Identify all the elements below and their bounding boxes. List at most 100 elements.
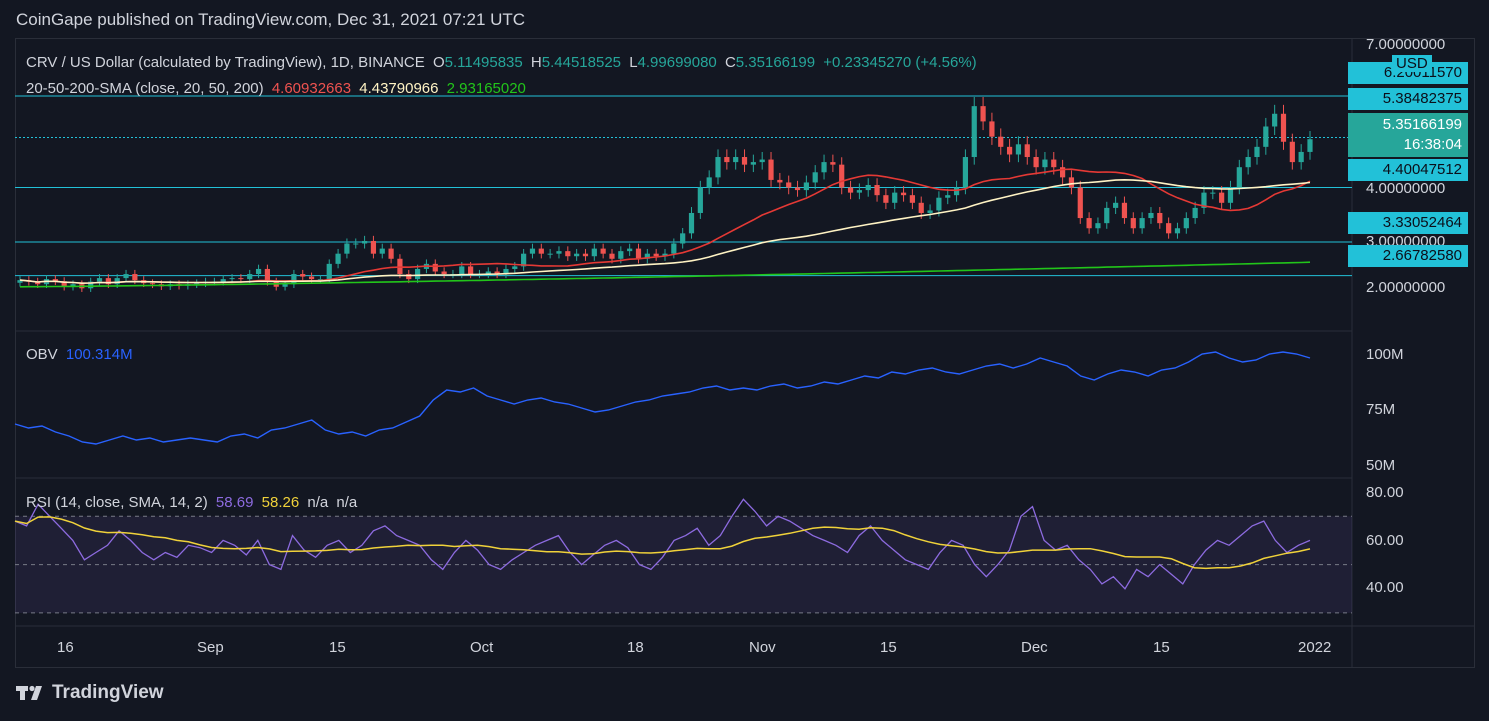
rsi-label: RSI (14, close, SMA, 14, 2) [26, 494, 208, 511]
candle-body [1227, 187, 1234, 203]
candle-body [459, 266, 465, 275]
chart-frame[interactable] [15, 38, 1475, 668]
candle-body [794, 187, 801, 191]
candle-body [1201, 192, 1207, 208]
candle-body [697, 187, 703, 213]
candle-body [591, 248, 597, 257]
level-tag-3: 4.40047512 [1348, 159, 1468, 181]
candle-body [308, 276, 315, 280]
candle-body [1148, 212, 1154, 219]
level-tag-2: 5.38482375 [1348, 88, 1468, 110]
candle-body [370, 240, 377, 254]
candle-body [582, 253, 589, 257]
currency-label[interactable]: USD [1392, 55, 1432, 72]
candle-body [556, 251, 562, 254]
candle-body [88, 281, 94, 289]
candle-body [317, 279, 324, 281]
candle-body [432, 263, 438, 272]
published-header: CoinGape published on TradingView.com, D… [16, 10, 526, 29]
candle-body [1006, 146, 1013, 155]
candle-body [1051, 159, 1057, 168]
time-tick-sep: Sep [197, 639, 224, 656]
candle-body [1121, 202, 1128, 219]
candle-body [1060, 167, 1066, 178]
candle-body [149, 283, 156, 285]
candle-body [998, 136, 1004, 147]
candle-body [335, 253, 341, 264]
time-tick-oct18: 18 [627, 639, 644, 656]
candle-body [653, 253, 659, 257]
candle-body [892, 192, 898, 203]
candle-body [1086, 218, 1092, 229]
candle-body [1307, 139, 1313, 152]
candle-body [70, 284, 76, 287]
candle-body [379, 248, 385, 254]
candle-body [865, 185, 871, 191]
candle-body [706, 177, 712, 188]
candle-body [1236, 167, 1242, 188]
candle-body [468, 266, 474, 275]
candle-body [255, 268, 262, 275]
candle-body [883, 195, 889, 203]
rsi-na-1: n/a [307, 494, 329, 511]
candle-body [238, 278, 244, 280]
candle-body [777, 179, 783, 183]
candle-body [962, 157, 969, 188]
candle-body [220, 279, 226, 282]
rsi-legend: RSI (14, close, SMA, 14, 2) 58.69 58.26 … [26, 494, 361, 511]
candle-body [989, 121, 995, 137]
candle-body [1104, 207, 1110, 224]
obv-value: 100.314M [65, 346, 133, 363]
candle-body [1263, 126, 1269, 147]
rsi-tick-40: 40.00 [1366, 579, 1404, 596]
candle-body [680, 233, 686, 244]
candle-body [194, 283, 200, 285]
candle-body [1183, 218, 1189, 229]
candle-body [132, 274, 138, 281]
candle-body [1298, 151, 1304, 163]
candle-body [291, 274, 297, 285]
obv-label: OBV [26, 346, 58, 363]
ohlc-low: 4.99699080 [637, 54, 717, 71]
candle-body [326, 263, 332, 280]
candle-body [353, 243, 359, 245]
rsi-sma-value: 58.26 [261, 494, 300, 511]
candle-body [565, 251, 571, 257]
candle-body [627, 248, 633, 252]
candle-body [1042, 159, 1048, 168]
candle-body [803, 182, 809, 191]
candle-body [733, 157, 739, 163]
candle-body [105, 278, 111, 285]
candle-body [759, 159, 765, 163]
ohlc-high-label: H [530, 54, 542, 71]
sma200-line [19, 261, 1311, 288]
candle-body [114, 278, 120, 285]
candle-body [618, 251, 624, 259]
candle-body [96, 278, 103, 282]
tradingview-footer[interactable]: TradingView [16, 682, 164, 704]
sma50-line [19, 178, 1311, 285]
candle-body [1015, 144, 1022, 155]
tradingview-logo-icon [16, 685, 42, 700]
candle-countdown: 16:38:04 [1403, 136, 1462, 153]
candle-body [1192, 207, 1198, 219]
candle-body [494, 271, 500, 275]
candle-body [1068, 177, 1075, 188]
obv-legend: OBV 100.314M [26, 346, 137, 363]
obv-tick-75m: 75M [1366, 401, 1396, 418]
candle-body [750, 162, 756, 165]
ohlc-open: 5.11495835 [444, 54, 523, 71]
candle-body [529, 248, 536, 254]
price-tick-4: 4.00000000 [1366, 180, 1446, 197]
candle-body [874, 185, 880, 196]
time-tick-dec: Dec [1021, 639, 1048, 656]
candle-body [264, 268, 270, 282]
candle-body [1254, 146, 1260, 158]
candle-body [574, 253, 580, 257]
candle-body [609, 253, 615, 259]
obv-line [14, 351, 1311, 445]
candle-body [918, 202, 924, 213]
candle-body [741, 157, 748, 165]
candle-body [821, 162, 827, 173]
